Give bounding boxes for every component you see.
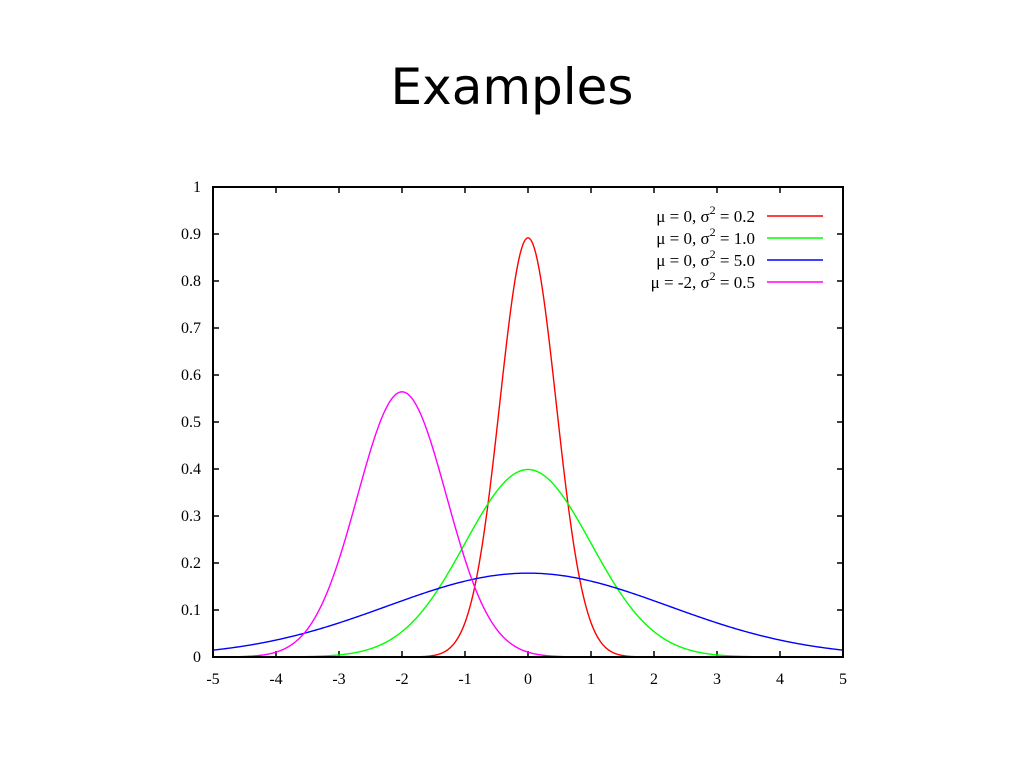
x-tick-label: -1 (458, 671, 471, 688)
legend-superscript: 2 (710, 203, 716, 217)
x-tick-label: -3 (332, 671, 345, 688)
legend-text: = 0.2 (716, 207, 755, 226)
legend-text: μ = 0, σ (656, 229, 709, 248)
legend-superscript: 2 (710, 225, 716, 239)
x-tick-label: -2 (395, 671, 408, 688)
axes: 0 0.1 0.2 0.3 0.4 0.5 0.6 0.7 0.8 0.9 1 -5 -4 -3 -2 -1 0… (181, 179, 847, 688)
slide-title: Examples (390, 58, 634, 116)
series-lines (212, 236, 844, 658)
legend-text: = 0.5 (716, 273, 755, 292)
y-tick-label: 0.8 (181, 273, 201, 290)
x-tick-label: 0 (524, 671, 532, 688)
y-tick-label: 0 (193, 649, 201, 666)
series-line-2 (212, 572, 844, 651)
legend-text: = 1.0 (716, 229, 755, 248)
y-tick-label: 1 (193, 179, 201, 196)
x-tick-label: 5 (839, 671, 847, 688)
legend-superscript: 2 (710, 269, 716, 283)
x-tick-label: -4 (269, 671, 282, 688)
y-tick-label: 0.1 (181, 602, 201, 619)
legend-entry-label: μ = 0, σ2 = 1.0 (656, 225, 755, 248)
series-line-3 (212, 391, 843, 658)
legend-entry-label: μ = 0, σ2 = 0.2 (656, 203, 755, 226)
x-tick-label: 1 (587, 671, 595, 688)
legend-text: = 5.0 (716, 251, 755, 270)
y-tick-label: 0.2 (181, 555, 201, 572)
legend-entry-label: μ = 0, σ2 = 5.0 (656, 247, 755, 270)
x-tick-label: 2 (650, 671, 658, 688)
y-tick-label: 0.4 (181, 461, 201, 478)
plot-frame (212, 186, 844, 658)
x-tick-label: 3 (713, 671, 721, 688)
y-tick-label: 0.9 (181, 226, 201, 243)
legend: μ = 0, σ2 = 0.2μ = 0, σ2 = 1.0μ = 0, σ2 … (651, 203, 823, 292)
legend-text: μ = 0, σ (656, 251, 709, 270)
legend-superscript: 2 (710, 247, 716, 261)
y-tick-label: 0.5 (181, 414, 201, 431)
legend-text: μ = -2, σ (651, 273, 710, 292)
legend-entry-label: μ = -2, σ2 = 0.5 (651, 269, 755, 292)
x-tick-label: 4 (776, 671, 784, 688)
x-tick-label: -5 (206, 671, 219, 688)
y-tick-label: 0.6 (181, 367, 201, 384)
y-tick-label: 0.7 (181, 320, 201, 337)
y-tick-label: 0.3 (181, 508, 201, 525)
legend-text: μ = 0, σ (656, 207, 709, 226)
series-line-0 (213, 236, 843, 658)
